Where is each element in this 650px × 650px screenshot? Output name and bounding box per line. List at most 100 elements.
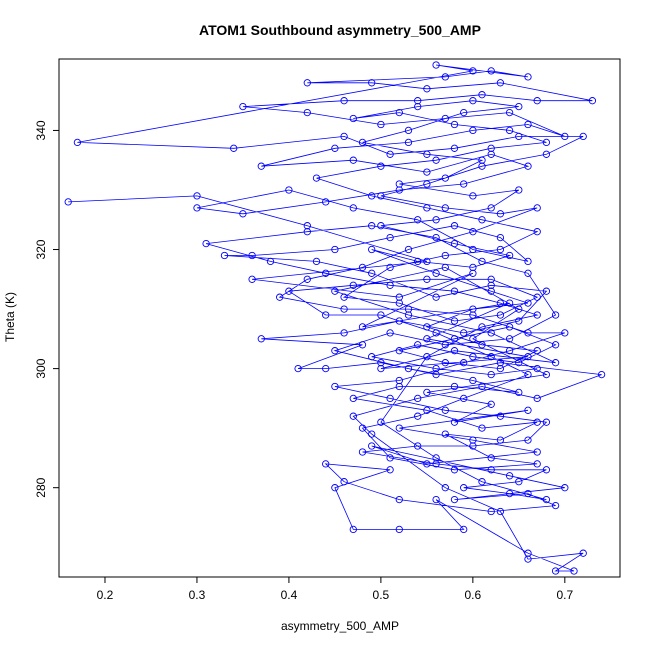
data-point	[368, 79, 376, 87]
data-point	[414, 97, 422, 105]
data-point	[533, 394, 541, 403]
data-point	[487, 454, 495, 462]
data-point	[368, 430, 376, 438]
data-point	[450, 287, 459, 295]
x-tick-label: 0.7	[556, 588, 573, 602]
data-point	[395, 180, 403, 188]
data-point	[386, 394, 394, 403]
data-point	[460, 394, 468, 403]
data-point	[404, 364, 413, 373]
data-point	[441, 406, 449, 414]
data-point	[331, 382, 339, 391]
data-point	[469, 311, 477, 319]
data-point	[432, 293, 440, 301]
data-point	[487, 275, 495, 283]
data-point	[441, 359, 449, 367]
data-point	[515, 186, 523, 194]
y-tick-label: 340	[34, 120, 48, 140]
data-point	[542, 287, 551, 295]
y-axis-label: Theta (K)	[3, 292, 17, 342]
x-tick-label: 0.3	[189, 588, 206, 602]
data-point	[285, 287, 293, 295]
data-point	[450, 317, 459, 325]
data-point	[469, 335, 477, 343]
data-point	[505, 472, 514, 480]
data-point	[478, 156, 486, 164]
data-point	[423, 204, 431, 212]
data-point	[469, 126, 477, 135]
data-point	[450, 335, 459, 343]
data-point	[349, 412, 357, 420]
data-point	[478, 382, 486, 391]
data-point	[441, 174, 449, 182]
data-point	[395, 347, 403, 355]
data-point	[395, 495, 403, 504]
data-point	[478, 216, 486, 224]
data-point	[515, 478, 523, 486]
data-point	[496, 245, 505, 254]
data-point	[487, 67, 495, 75]
data-point	[303, 228, 311, 236]
data-point	[358, 323, 367, 331]
data-point	[423, 406, 431, 414]
data-point	[487, 204, 495, 212]
data-point	[487, 144, 495, 152]
data-point	[460, 180, 468, 188]
data-point	[542, 418, 551, 426]
data-point	[432, 216, 440, 224]
data-point	[349, 156, 357, 164]
data-point	[312, 257, 321, 266]
data-point	[469, 97, 477, 105]
data-point	[460, 108, 468, 117]
data-point	[368, 245, 376, 254]
data-point	[377, 222, 385, 230]
data-point	[588, 97, 597, 105]
data-point	[220, 251, 229, 260]
data-point	[524, 120, 532, 129]
data-point	[386, 150, 394, 158]
data-point	[377, 162, 385, 170]
data-point	[349, 281, 357, 289]
data-point	[478, 323, 486, 331]
data-point	[386, 466, 394, 474]
data-point	[386, 263, 394, 272]
data-point	[496, 436, 505, 444]
data-point	[368, 442, 376, 450]
data-point	[239, 210, 247, 218]
data-point	[469, 263, 477, 272]
x-axis-label: asymmetry_500_AMP	[281, 619, 399, 633]
data-point	[496, 364, 505, 373]
data-point	[524, 353, 532, 361]
data-point	[524, 73, 532, 81]
data-point	[542, 150, 551, 158]
data-point	[469, 192, 477, 200]
data-point	[469, 245, 477, 254]
data-point	[340, 329, 348, 337]
data-point	[395, 382, 403, 391]
data-point	[496, 299, 505, 307]
data-point	[597, 370, 606, 379]
data-point	[432, 233, 440, 242]
data-point	[460, 525, 468, 534]
data-point	[469, 228, 477, 236]
data-point	[441, 114, 449, 123]
data-point	[478, 424, 486, 432]
data-point	[257, 162, 265, 170]
data-point	[441, 204, 449, 212]
data-point	[450, 222, 459, 230]
data-point	[551, 567, 560, 575]
data-point	[73, 138, 82, 147]
data-point	[395, 299, 403, 307]
data-point	[505, 335, 514, 343]
data-point	[524, 489, 532, 498]
data-point	[395, 317, 403, 325]
data-point	[404, 138, 413, 147]
data-point	[524, 299, 532, 307]
data-point	[515, 317, 523, 325]
data-point	[303, 79, 311, 87]
data-point	[469, 442, 477, 450]
data-point	[505, 489, 514, 498]
data-point	[496, 359, 505, 367]
x-tick-label: 0.5	[373, 588, 390, 602]
data-point	[450, 239, 459, 248]
